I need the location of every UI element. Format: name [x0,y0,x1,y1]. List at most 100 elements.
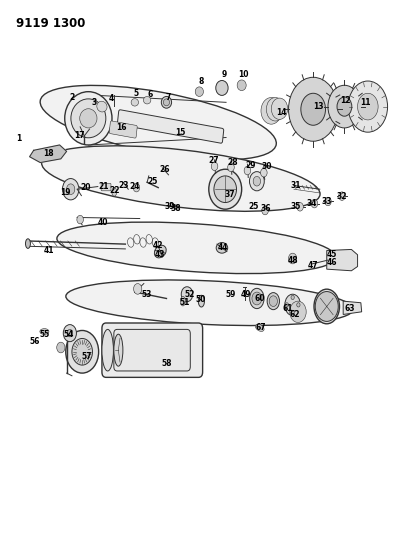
Ellipse shape [237,80,246,91]
FancyBboxPatch shape [109,121,137,138]
Circle shape [271,98,288,119]
Text: 34: 34 [306,199,317,208]
Circle shape [261,98,282,124]
Text: 33: 33 [321,197,332,206]
Text: 13: 13 [313,102,324,111]
Text: 67: 67 [256,324,266,332]
Ellipse shape [80,109,97,128]
Ellipse shape [57,222,336,273]
Circle shape [266,98,284,121]
Ellipse shape [131,99,139,106]
Circle shape [57,342,65,353]
Circle shape [63,325,76,342]
FancyBboxPatch shape [101,183,111,191]
Text: 8: 8 [199,77,204,85]
Circle shape [358,93,378,120]
Text: 5: 5 [133,89,138,98]
Circle shape [337,97,352,116]
Text: 6: 6 [148,91,152,99]
Text: 3: 3 [92,98,97,107]
Circle shape [67,329,73,337]
Text: 39: 39 [164,203,175,211]
Circle shape [77,215,83,224]
Circle shape [328,85,361,128]
Text: 12: 12 [340,96,351,104]
Text: 24: 24 [129,182,140,191]
Circle shape [134,284,142,294]
Text: 16: 16 [116,124,127,132]
Polygon shape [30,145,67,163]
Text: 41: 41 [44,246,55,255]
Ellipse shape [25,239,30,248]
FancyBboxPatch shape [114,329,190,371]
Text: 53: 53 [142,290,152,298]
Text: 9119 1300: 9119 1300 [16,17,85,30]
Circle shape [348,81,388,132]
Ellipse shape [195,87,203,96]
Ellipse shape [40,328,49,335]
Text: 32: 32 [337,192,347,200]
Text: 28: 28 [227,158,238,167]
Text: 37: 37 [224,190,235,199]
Ellipse shape [102,329,113,371]
Circle shape [297,303,300,307]
Text: 45: 45 [327,251,337,259]
Ellipse shape [155,245,166,258]
Ellipse shape [209,169,242,209]
Ellipse shape [114,334,123,366]
Circle shape [244,166,251,175]
Text: 22: 22 [109,187,120,195]
Ellipse shape [180,296,185,306]
Text: 30: 30 [262,162,272,171]
Circle shape [289,253,297,264]
Circle shape [181,287,193,302]
Text: 23: 23 [118,181,129,190]
Text: 25: 25 [249,203,259,211]
Text: 2: 2 [69,93,74,101]
Text: 35: 35 [291,203,301,211]
Ellipse shape [216,80,228,95]
Text: 52: 52 [185,290,195,298]
Text: 17: 17 [74,132,85,140]
Circle shape [252,292,262,305]
Text: 25: 25 [147,177,157,185]
Text: 15: 15 [175,128,186,136]
Text: 48: 48 [287,256,298,264]
Ellipse shape [40,85,276,160]
Text: 27: 27 [208,157,219,165]
Circle shape [290,301,306,322]
Text: 57: 57 [81,352,92,360]
Circle shape [269,296,277,306]
Text: 51: 51 [180,298,190,307]
Circle shape [262,206,268,215]
Text: 43: 43 [154,251,165,259]
Polygon shape [327,249,358,271]
Polygon shape [343,301,362,314]
Text: 18: 18 [43,149,54,158]
Text: 46: 46 [327,258,337,266]
Circle shape [291,310,294,314]
Circle shape [311,199,318,208]
Text: 14: 14 [276,109,287,117]
Ellipse shape [198,295,205,307]
Text: 40: 40 [97,219,108,227]
Circle shape [67,184,75,195]
Circle shape [133,183,140,192]
Text: 10: 10 [238,70,249,79]
Ellipse shape [97,101,107,112]
Ellipse shape [66,280,353,326]
Text: 58: 58 [161,359,172,368]
Circle shape [228,163,234,172]
Ellipse shape [267,293,279,310]
Circle shape [325,197,331,206]
Circle shape [211,162,218,171]
Circle shape [72,338,92,365]
Text: 61: 61 [282,304,293,312]
Circle shape [291,295,294,300]
Ellipse shape [255,324,264,332]
Text: 55: 55 [39,330,49,339]
Ellipse shape [162,96,172,108]
Text: 59: 59 [225,290,236,298]
Text: 9: 9 [222,70,226,79]
Ellipse shape [42,146,320,211]
